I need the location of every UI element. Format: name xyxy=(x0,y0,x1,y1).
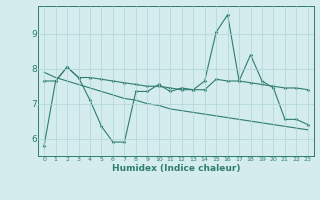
X-axis label: Humidex (Indice chaleur): Humidex (Indice chaleur) xyxy=(112,164,240,173)
